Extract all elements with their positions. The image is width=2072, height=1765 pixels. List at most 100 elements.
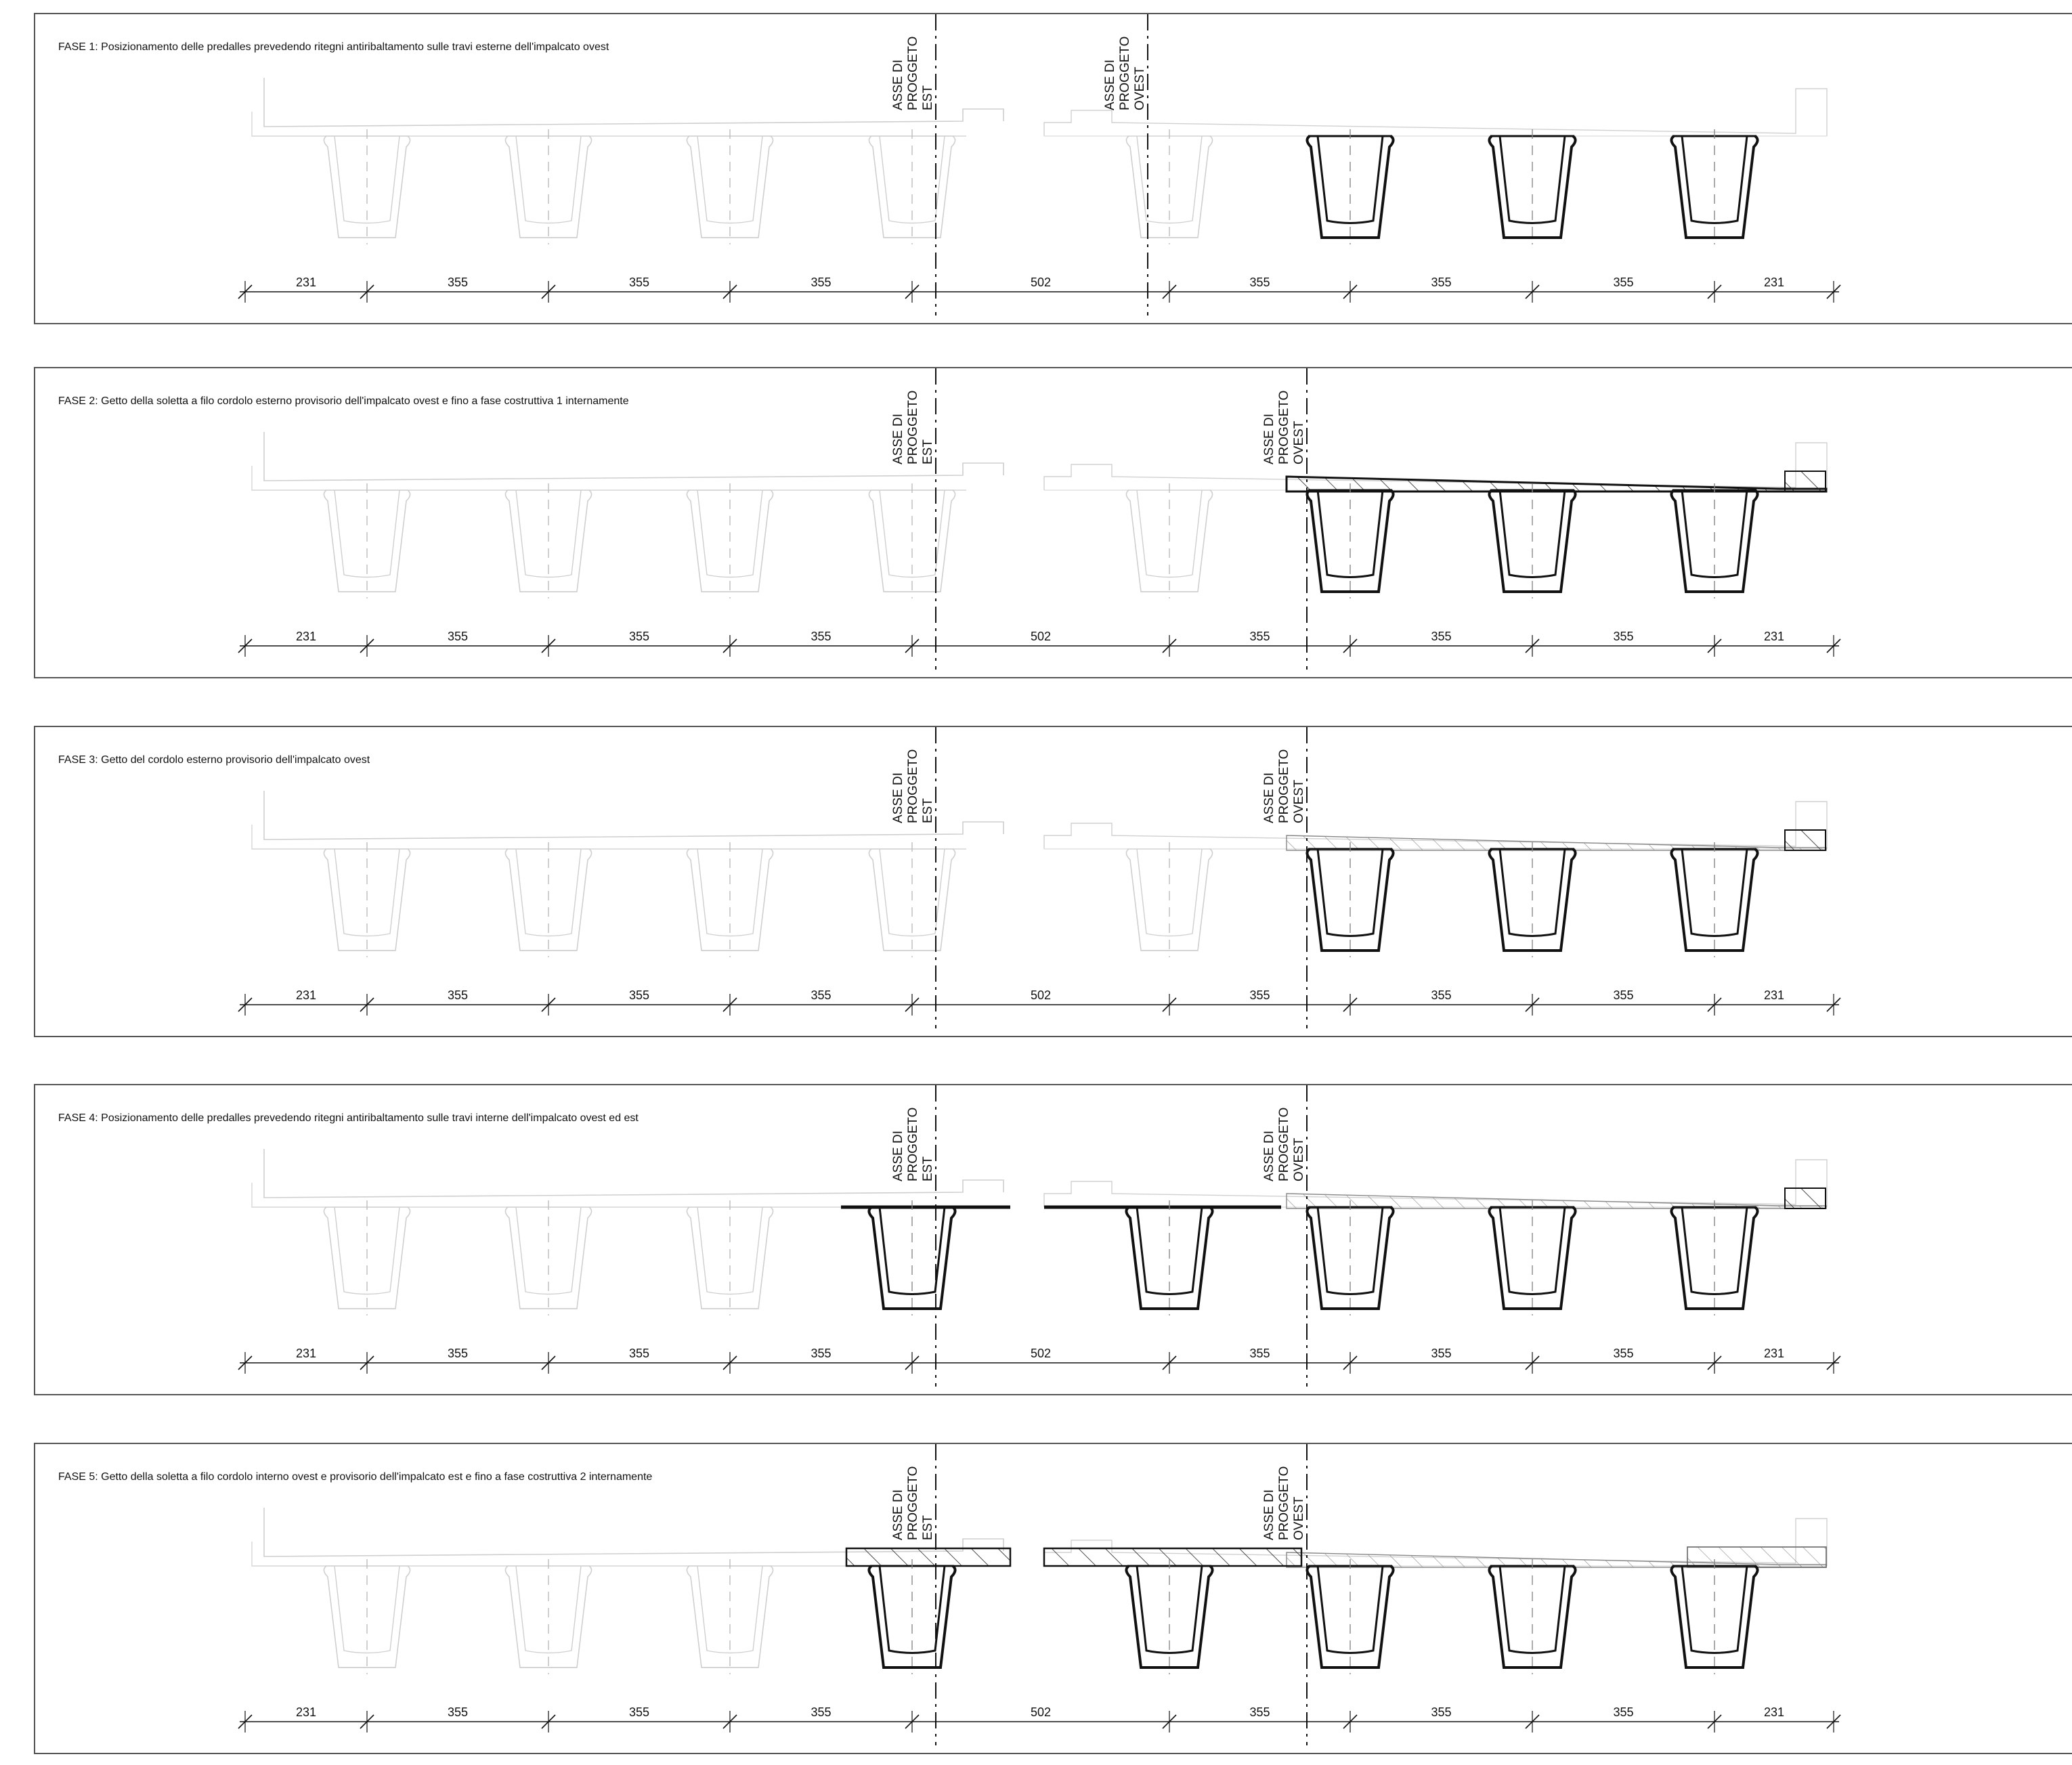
dimension-9: 231 — [1764, 988, 1784, 1002]
axis-est-label: ASSE DIPROGGETOEST — [891, 1466, 935, 1540]
girder-2 — [504, 1559, 592, 1674]
girder-4 — [868, 842, 956, 957]
dimension-1: 231 — [296, 988, 316, 1002]
dimension-2: 355 — [448, 988, 468, 1002]
dimension-6: 355 — [1249, 1705, 1270, 1719]
dimension-9: 231 — [1764, 276, 1784, 289]
girder-3 — [686, 129, 774, 244]
girder-8 — [1670, 129, 1759, 244]
dimension-6: 355 — [1249, 276, 1270, 289]
dimension-5: 502 — [1031, 276, 1051, 289]
dimension-2: 355 — [448, 1347, 468, 1360]
axis-est-label: ASSE DIPROGGETOEST — [891, 391, 935, 464]
girder-1 — [323, 842, 411, 957]
dimension-3: 355 — [629, 276, 649, 289]
girder-1 — [323, 483, 411, 598]
dimension-6: 355 — [1249, 988, 1270, 1002]
girder-7 — [1488, 1559, 1577, 1674]
girder-5 — [1125, 1200, 1214, 1315]
dimension-1: 231 — [296, 630, 316, 643]
axis-ovest-label: ASSE DIPROGGETOOVEST — [1262, 749, 1306, 823]
dimension-4: 355 — [811, 988, 831, 1002]
dimension-1: 231 — [296, 276, 316, 289]
phase-5-panel: FASE 5: Getto della soletta a filo cordo… — [34, 1443, 2072, 1754]
phase-4-title: FASE 4: Posizionamento delle predalles p… — [58, 1112, 639, 1124]
phase-2-title: FASE 2: Getto della soletta a filo cordo… — [58, 395, 629, 407]
dimension-6: 355 — [1249, 630, 1270, 643]
dimension-7: 355 — [1431, 1347, 1451, 1360]
girder-5 — [1125, 129, 1213, 244]
girder-8 — [1670, 1559, 1759, 1674]
dimension-3: 355 — [629, 1705, 649, 1719]
dimension-2: 355 — [448, 276, 468, 289]
girder-5 — [1125, 1559, 1214, 1674]
kerb-ovest — [1784, 829, 1826, 851]
dimension-8: 355 — [1613, 1705, 1633, 1719]
axis-est-label: ASSE DIPROGGETOEST — [891, 37, 935, 110]
dimension-8: 355 — [1613, 630, 1633, 643]
phase-1-title: FASE 1: Posizionamento delle predalles p… — [58, 41, 609, 53]
girder-6 — [1305, 1559, 1395, 1674]
deck-outline — [251, 1508, 1828, 1567]
girder-4 — [867, 1200, 957, 1315]
girder-3 — [686, 483, 774, 598]
dimension-1: 231 — [296, 1705, 316, 1719]
girder-6 — [1305, 483, 1395, 598]
girder-1 — [323, 129, 411, 244]
girder-4 — [867, 1559, 957, 1674]
dimension-5: 502 — [1031, 630, 1051, 643]
girder-8 — [1670, 483, 1759, 598]
girder-5 — [1125, 483, 1213, 598]
dimension-7: 355 — [1431, 276, 1451, 289]
dimension-3: 355 — [629, 988, 649, 1002]
axis-ovest-label: ASSE DIPROGGETOOVEST — [1103, 37, 1147, 110]
girder-7 — [1488, 842, 1577, 957]
girder-6 — [1305, 842, 1395, 957]
dimension-4: 355 — [811, 1347, 831, 1360]
dimension-7: 355 — [1431, 1705, 1451, 1719]
slab-cast-ovest-int — [1043, 1547, 1303, 1567]
dimension-4: 355 — [811, 1705, 831, 1719]
girder-4 — [868, 129, 956, 244]
kerb-ovest — [1784, 1187, 1826, 1209]
girder-7 — [1488, 483, 1577, 598]
kerb-ovest — [1784, 471, 1826, 492]
phase-4-panel: FASE 4: Posizionamento delle predalles p… — [34, 1084, 2072, 1395]
dimension-3: 355 — [629, 630, 649, 643]
girder-1 — [323, 1559, 411, 1674]
girder-8 — [1670, 842, 1759, 957]
girder-3 — [686, 842, 774, 957]
girder-2 — [504, 129, 592, 244]
deck-outline — [251, 78, 1828, 137]
dimension-2: 355 — [448, 1705, 468, 1719]
phase-2-panel: FASE 2: Getto della soletta a filo cordo… — [34, 367, 2072, 678]
kerb-ovest — [1687, 1546, 1827, 1568]
dimension-1: 231 — [296, 1347, 316, 1360]
dimension-9: 231 — [1764, 1347, 1784, 1360]
dimension-9: 231 — [1764, 630, 1784, 643]
girder-3 — [686, 1559, 774, 1674]
slab-cast-est — [845, 1547, 1012, 1567]
girder-2 — [504, 1200, 592, 1315]
girder-2 — [504, 483, 592, 598]
girder-7 — [1488, 129, 1577, 244]
dimension-4: 355 — [811, 276, 831, 289]
dimension-8: 355 — [1613, 1347, 1633, 1360]
deck-outline — [251, 791, 1828, 850]
dimension-8: 355 — [1613, 276, 1633, 289]
dimension-3: 355 — [629, 1347, 649, 1360]
axis-ovest-label: ASSE DIPROGGETOOVEST — [1262, 1466, 1306, 1540]
axis-ovest-label: ASSE DIPROGGETOOVEST — [1262, 391, 1306, 464]
girder-1 — [323, 1200, 411, 1315]
axis-est-label: ASSE DIPROGGETOEST — [891, 1108, 935, 1181]
girder-6 — [1305, 129, 1395, 244]
dimension-5: 502 — [1031, 1705, 1051, 1719]
girder-6 — [1305, 1200, 1395, 1315]
phase-5-title: FASE 5: Getto della soletta a filo cordo… — [58, 1471, 653, 1483]
axis-ovest-label: ASSE DIPROGGETOOVEST — [1262, 1108, 1306, 1181]
axis-est-label: ASSE DIPROGGETOEST — [891, 749, 935, 823]
dimension-5: 502 — [1031, 988, 1051, 1002]
girder-2 — [504, 842, 592, 957]
dimension-4: 355 — [811, 630, 831, 643]
phase-3-title: FASE 3: Getto del cordolo esterno provis… — [58, 754, 370, 766]
